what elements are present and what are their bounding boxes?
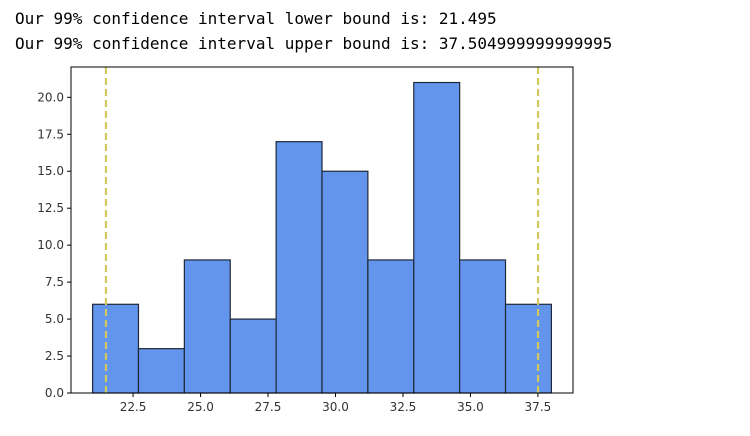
histogram-bar [459,259,507,394]
x-ticks-group: 22.5 25.0 27.5 30.0 32.5 35.0 37.5 [120,393,552,414]
histogram-bar [367,259,415,394]
lower-bound-text: Our 99% confidence interval lower bound … [15,9,497,28]
histogram-bar [413,81,461,394]
y-tick-label: 5.0 [45,312,64,326]
bars-group [91,81,553,394]
x-tick-label: 30.0 [322,400,349,414]
y-tick-label: 20.0 [37,90,64,104]
y-ticks-group: 0.0 2.5 5.0 7.5 10.0 12.5 15.0 17.5 20.0 [37,90,71,400]
y-tick-label: 7.5 [45,275,64,289]
y-tick-label: 2.5 [45,349,64,363]
y-tick-label: 17.5 [37,127,64,141]
cell-output: Our 99% confidence interval lower bound … [15,6,612,56]
x-tick-label: 37.5 [525,400,552,414]
y-tick-label: 12.5 [37,201,64,215]
plot-frame [70,66,574,394]
x-tick-label: 25.0 [187,400,214,414]
histogram-bar [91,303,140,394]
histogram-bar [229,318,277,394]
axes-group [70,66,574,394]
histogram-bar [183,259,231,394]
x-tick-label: 22.5 [120,400,147,414]
histogram-bar [504,303,553,394]
histogram-bar [275,141,323,394]
x-tick-label: 35.0 [457,400,484,414]
x-tick-label: 32.5 [390,400,417,414]
histogram-bar [137,348,185,394]
y-tick-label: 10.0 [37,238,64,252]
x-tick-label: 27.5 [255,400,282,414]
upper-bound-text: Our 99% confidence interval upper bound … [15,34,613,53]
histogram-bar [321,170,369,394]
y-tick-label: 0.0 [45,386,64,400]
y-tick-label: 15.0 [37,164,64,178]
